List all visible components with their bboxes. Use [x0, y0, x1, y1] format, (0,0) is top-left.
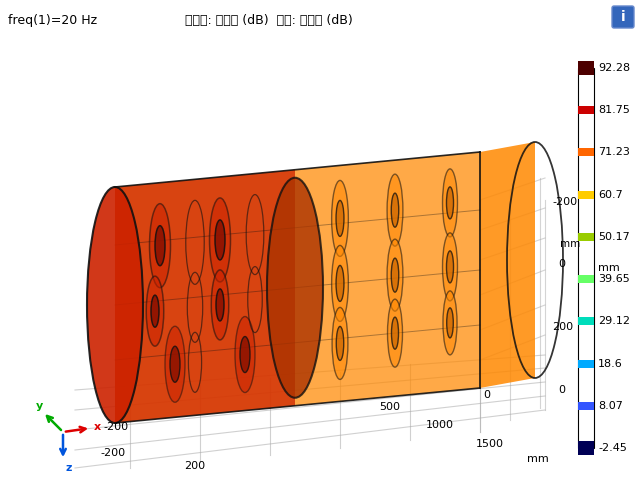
Text: 0: 0	[483, 390, 490, 400]
Text: 39.65: 39.65	[598, 274, 630, 284]
Polygon shape	[480, 142, 535, 388]
Text: 50.17: 50.17	[598, 232, 630, 242]
Bar	[578, 360, 594, 368]
Ellipse shape	[170, 346, 180, 382]
Ellipse shape	[332, 245, 348, 322]
Ellipse shape	[387, 174, 403, 246]
Ellipse shape	[391, 193, 399, 227]
Ellipse shape	[216, 289, 224, 321]
Ellipse shape	[332, 307, 348, 379]
Ellipse shape	[211, 270, 228, 340]
Bar	[578, 61, 594, 75]
Ellipse shape	[442, 233, 458, 301]
Text: 8.07: 8.07	[598, 401, 623, 411]
Polygon shape	[115, 152, 480, 423]
Ellipse shape	[165, 326, 185, 402]
Text: 200: 200	[552, 322, 573, 332]
Text: 200: 200	[184, 461, 205, 471]
Text: mm: mm	[598, 263, 620, 273]
Text: -200: -200	[103, 422, 128, 432]
Bar	[578, 441, 594, 455]
Bar	[578, 191, 594, 199]
Ellipse shape	[215, 220, 225, 260]
Ellipse shape	[392, 317, 399, 349]
Bar	[578, 106, 594, 114]
Bar	[578, 317, 594, 325]
Text: 1500: 1500	[476, 439, 504, 449]
Text: 0: 0	[558, 385, 565, 395]
Text: 0: 0	[558, 259, 565, 269]
Text: i: i	[621, 10, 625, 24]
Bar	[578, 68, 594, 448]
Ellipse shape	[388, 299, 403, 367]
Text: 60.7: 60.7	[598, 190, 623, 200]
Text: mm: mm	[560, 239, 580, 249]
FancyBboxPatch shape	[612, 6, 634, 28]
Bar	[578, 148, 594, 156]
Ellipse shape	[387, 239, 403, 311]
Ellipse shape	[267, 178, 323, 398]
Text: y: y	[36, 401, 44, 411]
Ellipse shape	[447, 187, 454, 219]
Ellipse shape	[336, 265, 344, 301]
Ellipse shape	[336, 201, 344, 237]
Bar	[578, 233, 594, 241]
Text: freq(1)=20 Hz: freq(1)=20 Hz	[8, 14, 97, 27]
Ellipse shape	[87, 187, 143, 423]
Text: z: z	[66, 463, 72, 473]
Ellipse shape	[336, 326, 344, 360]
Text: 71.23: 71.23	[598, 147, 630, 157]
Ellipse shape	[151, 295, 159, 327]
Ellipse shape	[442, 169, 458, 237]
Text: 29.12: 29.12	[598, 316, 630, 326]
Text: 92.28: 92.28	[598, 63, 630, 73]
Ellipse shape	[209, 198, 230, 282]
Text: -200: -200	[100, 448, 125, 458]
Text: 18.6: 18.6	[598, 359, 623, 369]
Ellipse shape	[443, 291, 457, 355]
Text: 500: 500	[380, 402, 401, 412]
Bar	[578, 402, 594, 410]
Ellipse shape	[391, 258, 399, 292]
Bar	[578, 275, 594, 283]
Ellipse shape	[147, 276, 164, 346]
Text: -2.45: -2.45	[598, 443, 627, 453]
Text: -200: -200	[552, 197, 577, 207]
Text: 1000: 1000	[426, 420, 454, 430]
Ellipse shape	[235, 316, 255, 393]
Text: x: x	[94, 422, 101, 432]
Ellipse shape	[155, 226, 165, 266]
Ellipse shape	[447, 251, 454, 283]
Ellipse shape	[447, 308, 453, 338]
Polygon shape	[115, 170, 295, 423]
Text: mm: mm	[527, 454, 549, 464]
Ellipse shape	[240, 336, 250, 372]
Ellipse shape	[150, 204, 170, 288]
Ellipse shape	[332, 180, 348, 256]
Text: 等値面: 声压级 (dB)  表面: 声压级 (dB): 等値面: 声压级 (dB) 表面: 声压级 (dB)	[185, 14, 353, 27]
Text: 81.75: 81.75	[598, 105, 630, 115]
